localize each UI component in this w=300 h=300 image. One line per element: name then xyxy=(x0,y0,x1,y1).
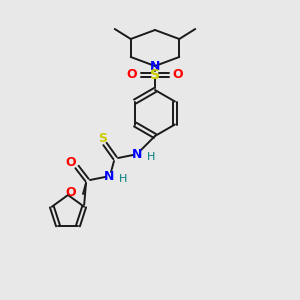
Text: O: O xyxy=(66,185,76,199)
Text: O: O xyxy=(127,68,137,82)
Text: N: N xyxy=(132,148,142,160)
Text: O: O xyxy=(173,68,183,82)
Text: H: H xyxy=(119,174,127,184)
Text: H: H xyxy=(147,152,155,162)
Text: N: N xyxy=(150,59,160,73)
Text: S: S xyxy=(98,133,107,146)
Text: S: S xyxy=(150,68,160,82)
Text: O: O xyxy=(66,157,76,169)
Text: N: N xyxy=(104,169,114,182)
